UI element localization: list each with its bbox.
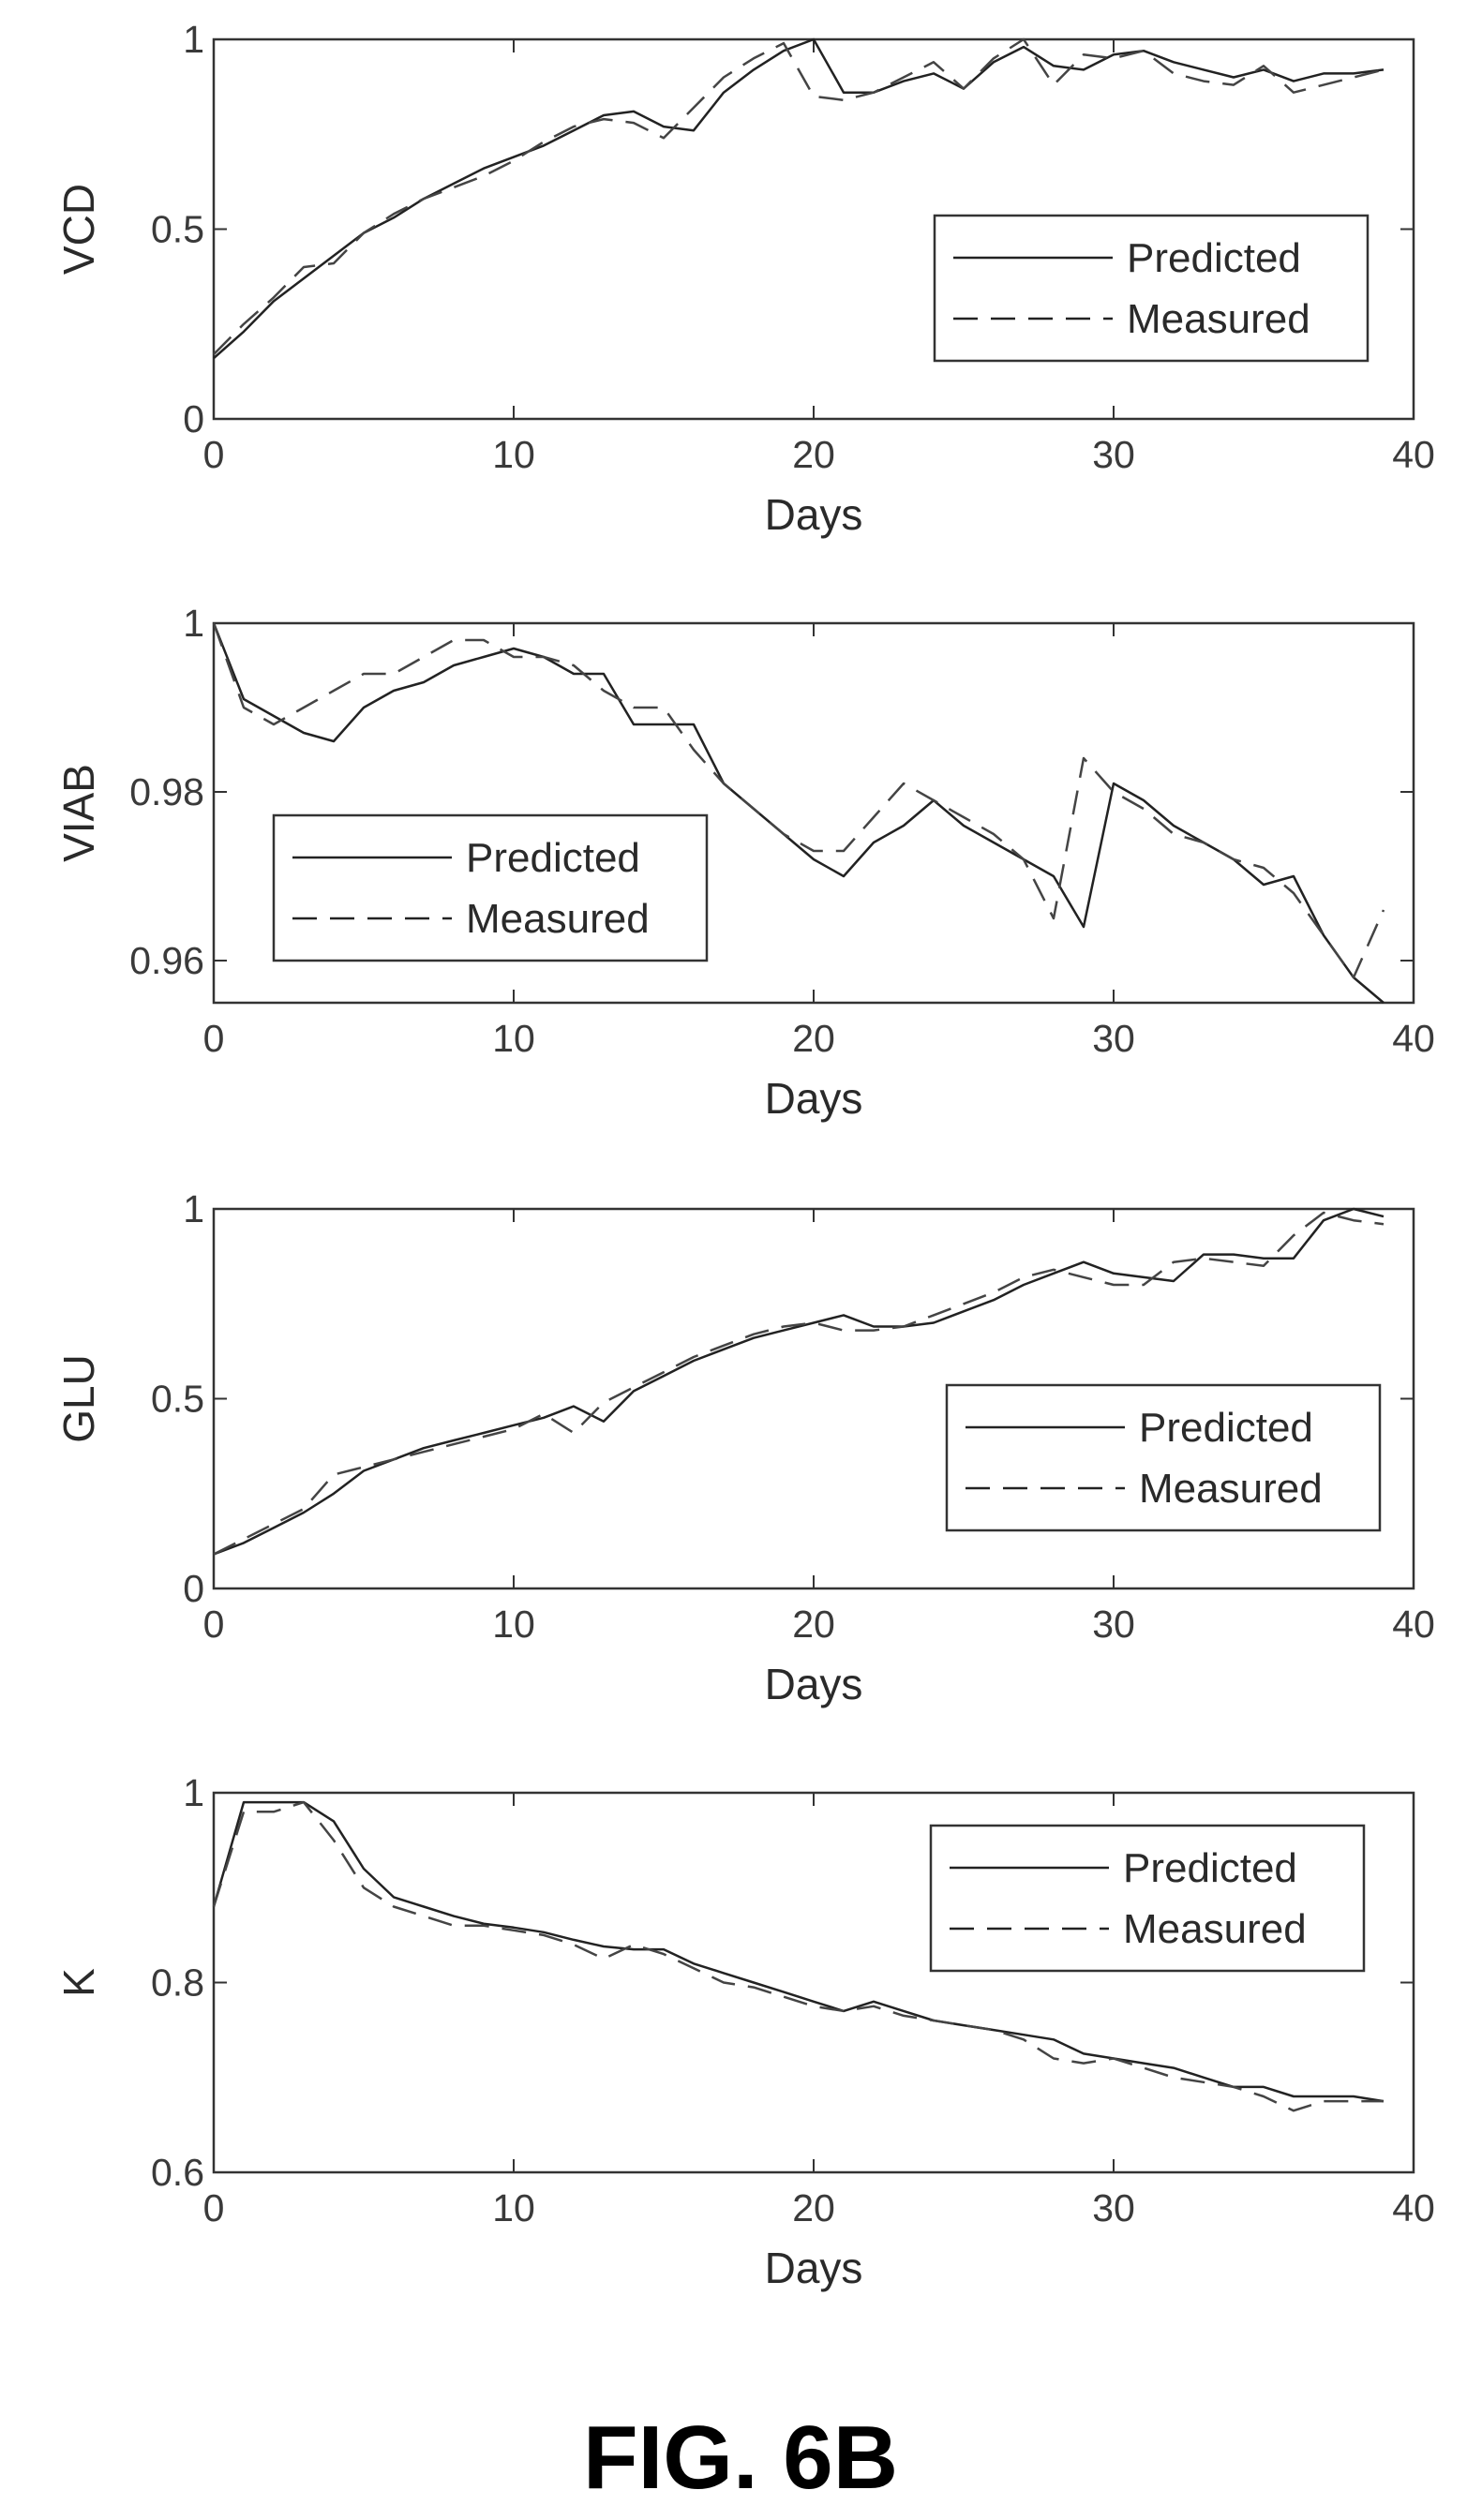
y-axis-label: K [54, 1968, 103, 1997]
legend-label-measured: Measured [1123, 1906, 1307, 1952]
series-line-measured [212, 622, 1385, 979]
legend-box [945, 1383, 1382, 1532]
x-tick-label: 20 [792, 433, 835, 476]
x-tick-label: 10 [492, 2186, 535, 2229]
series-line-measured [212, 1800, 1384, 2112]
legend-box [272, 813, 709, 962]
x-tick-label: 30 [1092, 433, 1135, 476]
x-tick-label: 20 [792, 1603, 835, 1646]
series-line-predicted [212, 1800, 1385, 2103]
x-tick-label: 0 [203, 1603, 225, 1646]
y-tick-label: 0.6 [151, 2151, 204, 2194]
y-tick-label: 0 [183, 1567, 204, 1610]
x-tick-label: 40 [1392, 1603, 1435, 1646]
series-line-measured [213, 1211, 1385, 1556]
x-tick-label: 40 [1392, 1017, 1435, 1060]
y-tick-label: 0.98 [129, 770, 204, 813]
legend-box [929, 1824, 1366, 1973]
y-tick-label: 1 [183, 602, 204, 645]
series-line-predicted [213, 37, 1385, 360]
x-tick-label: 30 [1092, 1017, 1135, 1060]
x-axis-label: Days [765, 1660, 863, 1708]
x-tick-label: 10 [492, 1017, 535, 1060]
x-tick-label: 30 [1092, 2186, 1135, 2229]
y-tick-label: 0.5 [151, 1378, 204, 1421]
chart-panel-vcd: 0 10 20 30 40 0 0.5 1 Days VCD Predicted Measured [54, 18, 1435, 539]
x-tick-label: 10 [492, 1603, 535, 1646]
x-tick-label: 0 [203, 433, 225, 476]
y-tick-label: 0.8 [151, 1961, 204, 2005]
legend-label-predicted: Predicted [466, 835, 640, 881]
legend-label-predicted: Predicted [1139, 1405, 1313, 1451]
y-tick-label: 1 [183, 1187, 204, 1230]
legend-label-measured: Measured [1127, 296, 1310, 342]
x-tick-label: 0 [203, 1017, 225, 1060]
series-line-predicted [212, 622, 1385, 1004]
legend-label-predicted: Predicted [1127, 235, 1301, 281]
y-axis-label: VCD [54, 184, 103, 275]
legend-label-predicted: Predicted [1123, 1845, 1297, 1891]
chart-panel-viab: 0 10 20 30 40 0.96 0.98 1 Days VIAB Predicted Measu… [54, 602, 1435, 1123]
y-tick-label: 1 [183, 18, 204, 61]
x-tick-label: 0 [203, 2186, 225, 2229]
y-tick-label: 0.96 [129, 939, 204, 982]
y-tick-label: 0 [183, 397, 204, 440]
figure-caption: FIG. 6B [583, 2408, 898, 2508]
y-axis-label: VIAB [54, 764, 103, 862]
x-axis-label: Days [765, 490, 863, 539]
x-axis-label: Days [765, 2244, 863, 2292]
y-axis-label: GLU [54, 1354, 103, 1443]
x-axis-label: Days [765, 1074, 863, 1123]
x-tick-label: 20 [792, 2186, 835, 2229]
legend-label-measured: Measured [466, 896, 650, 942]
chart-panel-k: 0 10 20 30 40 0.6 0.8 1 Days K Predicted Measured [54, 1771, 1435, 2292]
y-tick-label: 1 [183, 1771, 204, 1814]
legend-label-measured: Measured [1139, 1466, 1323, 1512]
x-tick-label: 40 [1392, 433, 1435, 476]
y-tick-label: 0.5 [151, 208, 204, 251]
series-line-predicted [213, 1207, 1385, 1556]
series-line-measured [213, 37, 1385, 355]
legend-box [933, 214, 1370, 363]
x-tick-label: 20 [792, 1017, 835, 1060]
x-tick-label: 30 [1092, 1603, 1135, 1646]
x-tick-label: 40 [1392, 2186, 1435, 2229]
x-tick-label: 10 [492, 433, 535, 476]
chart-panel-glu: 0 10 20 30 40 0 0.5 1 Days GLU Predicted Measured [54, 1187, 1435, 1708]
